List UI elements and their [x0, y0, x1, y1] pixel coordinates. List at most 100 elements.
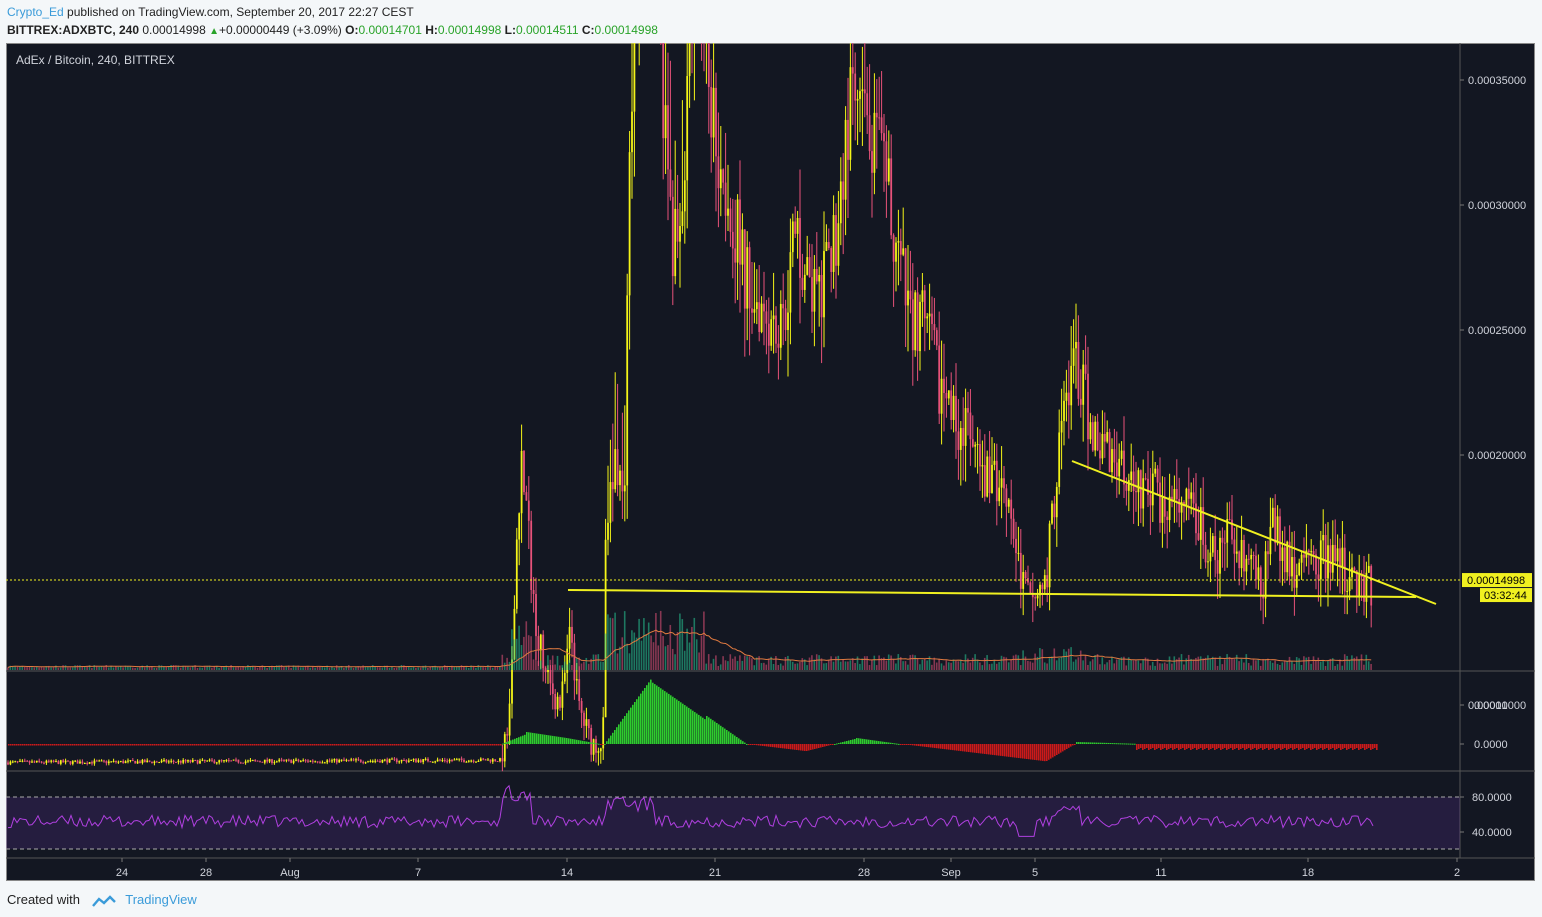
candle-body: [1171, 496, 1173, 502]
candle-body: [403, 759, 405, 761]
macd-bar: [432, 744, 434, 746]
volume-bar: [127, 665, 129, 670]
macd-bar: [190, 744, 192, 746]
candle-body: [1322, 534, 1325, 541]
macd-bar: [316, 744, 318, 746]
tradingview-link[interactable]: TradingView: [125, 892, 197, 907]
macd-bar: [664, 691, 666, 744]
volume-bar: [395, 667, 398, 670]
candle-body: [1291, 557, 1293, 577]
volume-bar: [609, 617, 612, 670]
macd-bar: [602, 744, 604, 745]
macd-bar: [590, 742, 592, 744]
candle-body: [1298, 562, 1301, 576]
volume-bar: [1144, 657, 1147, 670]
macd-bar: [892, 743, 894, 745]
macd-bar: [192, 744, 194, 746]
candle-body: [47, 760, 50, 762]
candle-body: [127, 760, 129, 762]
candle-body: [578, 679, 581, 702]
macd-bar: [1216, 744, 1218, 749]
macd-bar: [960, 744, 962, 752]
candle-body: [1084, 364, 1087, 374]
volume-bar: [1315, 660, 1317, 670]
volume-bar: [405, 666, 408, 670]
volume-bar: [595, 654, 597, 670]
macd-bar: [96, 744, 98, 746]
macd-bar: [1092, 742, 1094, 744]
macd-bar: [918, 744, 920, 747]
candle-body: [1365, 572, 1368, 602]
volume-bar: [167, 666, 170, 670]
volume-bar: [799, 661, 801, 670]
macd-bar: [552, 735, 554, 744]
volume-bar: [729, 654, 732, 670]
candle-body: [962, 427, 965, 446]
candle-body: [991, 464, 993, 493]
volume-bar: [739, 655, 741, 670]
volume-bar: [518, 625, 520, 670]
volume-bar: [359, 666, 362, 670]
author-link[interactable]: Crypto_Ed: [7, 5, 64, 19]
volume-bar: [1269, 661, 1272, 670]
candle-body: [136, 761, 139, 764]
candle-body: [1286, 541, 1289, 573]
candle-body: [861, 89, 864, 92]
volume-bar: [184, 666, 187, 670]
candle-body: [777, 343, 780, 348]
macd-bar: [284, 744, 286, 746]
volume-bar: [40, 666, 43, 670]
volume-bar: [875, 665, 878, 670]
candle-body: [794, 221, 797, 234]
macd-bar: [16, 744, 18, 746]
macd-bar: [1006, 744, 1008, 757]
volume-bar: [683, 650, 686, 670]
macd-bar: [94, 744, 96, 746]
chart-canvas[interactable]: 0.000550000.000500000.000450000.00040000…: [6, 43, 1535, 881]
volume-bar: [55, 665, 57, 670]
chart-frame[interactable]: [6, 43, 1535, 881]
volume-bar: [1017, 655, 1020, 670]
candle-body: [1077, 341, 1080, 399]
macd-bar: [496, 744, 498, 746]
volume-bar: [482, 667, 484, 670]
volume-bar: [1130, 659, 1132, 670]
volume-bar: [1358, 659, 1360, 670]
volume-bar: [1307, 656, 1310, 670]
macd-bar: [600, 744, 602, 745]
candle-body: [1115, 462, 1118, 477]
macd-bar: [312, 744, 314, 746]
macd-bar: [342, 744, 344, 746]
macd-bar: [672, 696, 674, 744]
macd-bar: [728, 731, 730, 744]
volume-bar: [770, 656, 772, 670]
candle-body: [506, 734, 509, 736]
macd-bar: [1264, 744, 1266, 749]
macd-bar: [1358, 744, 1360, 750]
volume-bar: [1108, 659, 1111, 670]
candle-body: [532, 589, 535, 594]
macd-bar: [376, 744, 378, 746]
macd-bar: [176, 744, 178, 746]
macd-bar: [1048, 744, 1050, 760]
macd-bar: [1252, 744, 1254, 749]
macd-bar: [518, 737, 520, 744]
candle-body: [1190, 492, 1193, 499]
candle-body: [273, 762, 276, 764]
candle-body: [1257, 567, 1260, 580]
macd-bar: [562, 737, 564, 744]
countdown-box: [1480, 588, 1532, 603]
candle-body: [734, 248, 737, 263]
volume-bar: [1255, 660, 1257, 670]
volume-bar: [551, 655, 554, 670]
macd-bar: [166, 744, 168, 746]
volume-bar: [393, 667, 396, 670]
macd-bar: [936, 744, 938, 749]
macd-bar: [196, 744, 198, 746]
macd-bar: [70, 744, 72, 746]
volume-bar: [415, 667, 417, 670]
macd-bar: [540, 734, 542, 744]
macd-bar: [438, 744, 440, 746]
macd-bar: [1100, 742, 1102, 744]
candle-body: [153, 761, 156, 764]
